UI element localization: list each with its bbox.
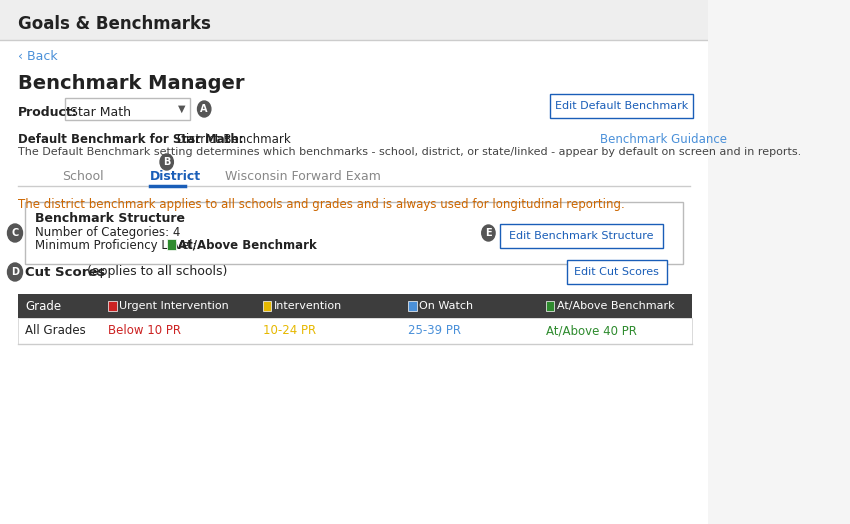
Bar xyxy=(500,224,663,248)
Text: The Default Benchmark setting determines which benchmarks - school, district, or: The Default Benchmark setting determines… xyxy=(19,147,802,157)
Text: Number of Categories: 4: Number of Categories: 4 xyxy=(35,226,180,239)
Text: Grade: Grade xyxy=(25,300,61,312)
Text: Intervention: Intervention xyxy=(274,301,342,311)
Text: District: District xyxy=(150,170,201,183)
Text: B: B xyxy=(163,157,170,167)
Text: Minimum Proficiency Level:: Minimum Proficiency Level: xyxy=(35,239,196,252)
Text: School: School xyxy=(63,170,105,183)
Text: Edit Cut Scores: Edit Cut Scores xyxy=(575,267,660,277)
Circle shape xyxy=(482,225,495,241)
Text: All Grades: All Grades xyxy=(25,324,86,337)
Text: ‹ Back: ‹ Back xyxy=(19,50,58,63)
Text: Star Math: Star Math xyxy=(70,106,131,119)
Circle shape xyxy=(197,101,211,117)
Bar xyxy=(408,301,416,311)
Bar xyxy=(65,98,190,120)
Bar xyxy=(546,301,554,311)
Text: (applies to all schools): (applies to all schools) xyxy=(83,266,228,278)
Text: The district benchmark applies to all schools and grades and is always used for : The district benchmark applies to all sc… xyxy=(19,198,625,211)
Text: Goals & Benchmarks: Goals & Benchmarks xyxy=(19,15,211,33)
Text: 10-24 PR: 10-24 PR xyxy=(263,324,315,337)
Text: At/Above 40 PR: At/Above 40 PR xyxy=(546,324,637,337)
Text: E: E xyxy=(485,228,492,238)
Text: Default Benchmark for Star Math:: Default Benchmark for Star Math: xyxy=(19,133,244,146)
Text: Edit Benchmark Structure: Edit Benchmark Structure xyxy=(509,231,654,241)
Text: Benchmark Structure: Benchmark Structure xyxy=(35,212,185,225)
Text: Benchmark Guidance: Benchmark Guidance xyxy=(600,133,727,146)
Bar xyxy=(19,294,692,318)
Bar xyxy=(263,301,271,311)
Text: Benchmark Manager: Benchmark Manager xyxy=(19,74,245,93)
Bar xyxy=(550,94,694,118)
Text: On Watch: On Watch xyxy=(419,301,473,311)
Bar xyxy=(567,260,666,284)
Text: Below 10 PR: Below 10 PR xyxy=(108,324,181,337)
Text: Product:: Product: xyxy=(19,106,78,119)
Circle shape xyxy=(8,224,22,242)
Bar xyxy=(19,318,692,344)
Bar xyxy=(167,239,176,250)
Text: C: C xyxy=(11,228,19,238)
Text: 25-39 PR: 25-39 PR xyxy=(408,324,462,337)
Bar xyxy=(108,301,116,311)
Text: Cut Scores: Cut Scores xyxy=(25,266,105,278)
Text: Wisconsin Forward Exam: Wisconsin Forward Exam xyxy=(225,170,381,183)
Text: District Benchmark: District Benchmark xyxy=(173,133,291,146)
Bar xyxy=(0,0,708,40)
Text: D: D xyxy=(11,267,19,277)
Circle shape xyxy=(160,154,173,170)
Text: A: A xyxy=(201,104,208,114)
Bar xyxy=(25,202,683,264)
Text: Edit Default Benchmark: Edit Default Benchmark xyxy=(555,101,689,111)
Text: ▼: ▼ xyxy=(178,104,185,114)
Text: At/Above Benchmark: At/Above Benchmark xyxy=(178,239,317,252)
Circle shape xyxy=(8,263,22,281)
Text: At/Above Benchmark: At/Above Benchmark xyxy=(557,301,674,311)
Text: Urgent Intervention: Urgent Intervention xyxy=(119,301,229,311)
